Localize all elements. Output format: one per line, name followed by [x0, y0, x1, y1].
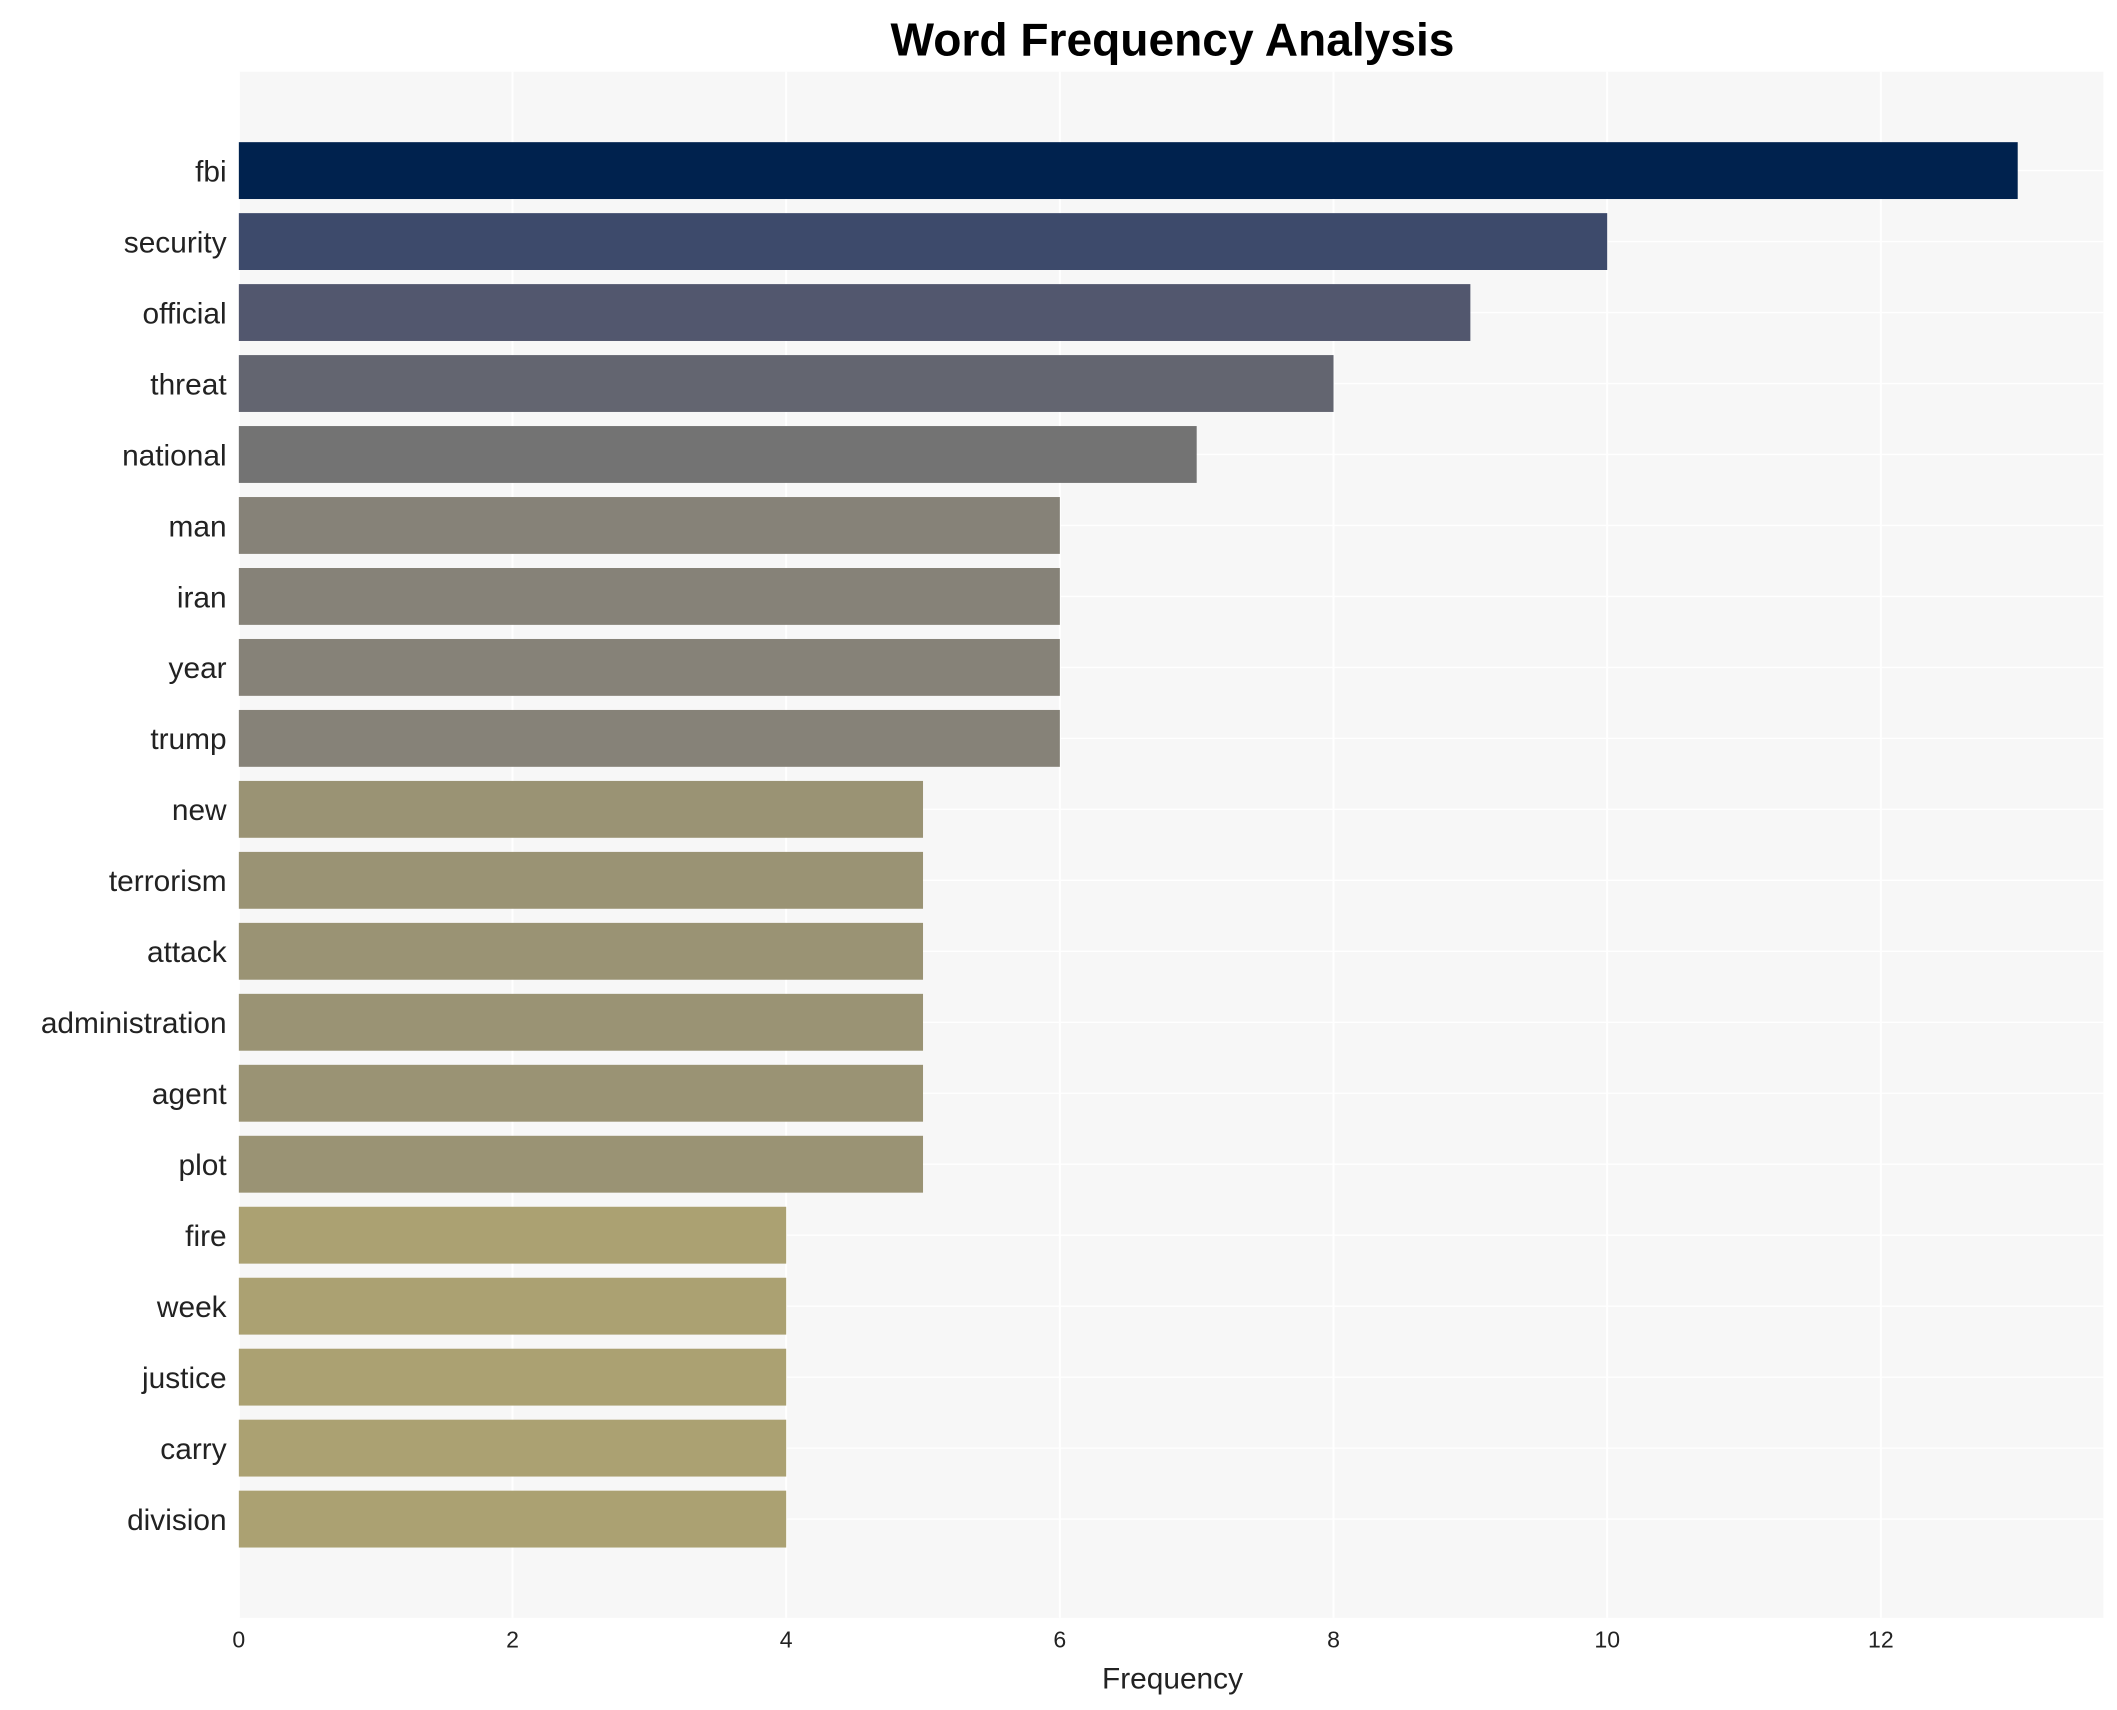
bar-fire [238, 1206, 787, 1264]
bar-new [238, 780, 924, 838]
y-tick-label: carry [160, 1433, 226, 1466]
bar-fbi [238, 142, 2018, 200]
x-tick-label: 4 [780, 1627, 793, 1653]
bar-plot [238, 1135, 924, 1193]
bar-division [238, 1490, 787, 1548]
y-tick-label: national [122, 439, 227, 472]
bar-security [238, 213, 1608, 270]
y-tick-label: administration [41, 1007, 227, 1040]
bar-administration [238, 993, 924, 1051]
y-tick-label: trump [150, 723, 226, 756]
y-tick-label: agent [152, 1078, 227, 1111]
x-tick-label: 6 [1053, 1627, 1066, 1653]
x-tick-label: 10 [1594, 1627, 1620, 1653]
bar-iran [238, 568, 1060, 625]
y-tick-label: official [143, 297, 227, 330]
bar-justice [238, 1348, 787, 1406]
y-tick-label: security [124, 226, 227, 259]
bar-attack [238, 922, 924, 980]
x-tick-label: 8 [1327, 1627, 1340, 1653]
bar-carry [238, 1419, 787, 1477]
y-tick-label: plot [178, 1149, 227, 1182]
y-tick-label: man [169, 510, 227, 543]
x-tick-label: 0 [232, 1627, 245, 1653]
y-tick-label: iran [177, 581, 227, 614]
y-tick-label: threat [150, 368, 227, 401]
y-tick-label: justice [141, 1362, 227, 1395]
chart-title: Word Frequency Analysis [890, 14, 1454, 66]
x-tick-label: 2 [506, 1627, 519, 1653]
bar-national [238, 426, 1197, 483]
x-tick-label: 12 [1868, 1627, 1894, 1653]
bar-week [238, 1277, 787, 1335]
y-tick-label: terrorism [109, 865, 227, 898]
bar-threat [238, 355, 1334, 412]
y-tick-label: attack [147, 936, 227, 969]
y-tick-label: division [127, 1504, 227, 1537]
y-tick-label: fbi [195, 155, 227, 188]
bar-official [238, 284, 1471, 341]
x-axis-label: Frequency [1102, 1662, 1243, 1695]
y-tick-label: fire [185, 1220, 226, 1253]
bar-terrorism [238, 851, 924, 909]
y-tick-label: week [156, 1291, 227, 1324]
y-tick-label: year [169, 652, 227, 685]
bar-trump [238, 709, 1060, 767]
bar-man [238, 497, 1060, 554]
y-tick-label: new [172, 794, 227, 827]
bar-agent [238, 1064, 924, 1122]
bar-year [238, 638, 1060, 696]
